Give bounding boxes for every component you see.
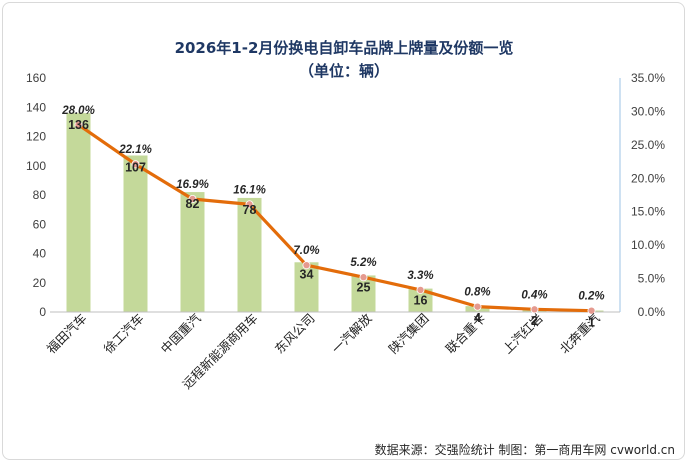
y-right-tick-label: 30.0% xyxy=(631,104,665,118)
share-marker-7 xyxy=(416,285,425,294)
y-left-tick-label: 40 xyxy=(33,247,47,261)
share-value-label: 28.0% xyxy=(61,105,95,117)
chart-title: 2026年1-2月份换电自卸车品牌上牌量及份额一览 xyxy=(175,39,514,57)
y-right-tick-label: 25.0% xyxy=(631,138,665,152)
y-left-tick-label: 60 xyxy=(33,217,47,231)
bar-value-label: 107 xyxy=(125,161,146,175)
category-label: 联合重卡 xyxy=(443,311,489,357)
bar-1 xyxy=(66,113,91,312)
bar-5 xyxy=(294,262,319,312)
chart-subtitle: （单位：辆） xyxy=(299,62,389,80)
share-value-label: 5.2% xyxy=(350,257,376,269)
share-line xyxy=(76,123,594,313)
category-label: 陕汽集团 xyxy=(386,311,432,357)
category-label: 徐工汽车 xyxy=(101,311,147,357)
y-left-tick-label: 160 xyxy=(26,71,46,85)
share-value-label: 0.8% xyxy=(464,287,490,299)
category-label: 一汽解放 xyxy=(329,310,375,356)
bar-value-label: 2 xyxy=(531,314,538,328)
share-marker-10 xyxy=(587,306,596,315)
bar-6 xyxy=(351,275,376,312)
category-label: 福田汽车 xyxy=(44,311,90,357)
share-value-label: 7.0% xyxy=(293,245,319,257)
share-marker-9 xyxy=(530,305,539,314)
y-left-tick-label: 100 xyxy=(26,159,46,173)
share-value-label: 22.1% xyxy=(118,144,152,156)
bar-value-label: 1 xyxy=(588,316,595,330)
share-marker-1 xyxy=(74,120,83,129)
plot-area: 0 20 40 60 80 100 120 140 160 0.0% 5.0% 10.0% 15.0% 2… xyxy=(26,71,665,392)
y-right-tick-label: 20.0% xyxy=(631,171,665,185)
bar-2 xyxy=(123,155,148,312)
chart-frame xyxy=(2,2,685,460)
bar-value-label: 82 xyxy=(186,197,200,211)
bar-7 xyxy=(408,288,433,312)
share-value-label: 0.4% xyxy=(521,289,547,301)
y-right-tick-label: 0.0% xyxy=(638,305,666,319)
share-marker-4 xyxy=(245,200,254,209)
category-label: 中国重汽 xyxy=(158,310,204,356)
y-right-tick-label: 10.0% xyxy=(631,238,665,252)
bar-value-label: 16 xyxy=(414,294,428,308)
y-left-tick-label: 0 xyxy=(39,305,46,319)
category-label: 东风公司 xyxy=(272,311,318,357)
bar-value-label: 25 xyxy=(357,280,371,294)
bar-value-label: 136 xyxy=(68,118,89,132)
share-marker-2 xyxy=(131,160,140,169)
y-left-tick-label: 80 xyxy=(33,188,47,202)
category-label: 上汽红岩 xyxy=(500,311,546,357)
bar-value-label: 78 xyxy=(243,203,257,217)
y-right-tick-label: 5.0% xyxy=(638,272,666,286)
category-label: 北奔重汽 xyxy=(557,310,603,356)
share-value-label: 0.2% xyxy=(578,291,604,303)
bar-3 xyxy=(180,192,205,312)
y-right-tick-label: 35.0% xyxy=(631,71,665,85)
source-note: 数据来源：交强险统计 制图：第一商用车网 cvworld.cn xyxy=(375,442,675,457)
bar-value-label: 34 xyxy=(300,267,314,281)
y-left-tick-label: 140 xyxy=(26,100,46,114)
bar-value-label: 4 xyxy=(474,311,481,325)
share-value-label: 3.3% xyxy=(407,270,433,282)
share-marker-3 xyxy=(188,195,197,204)
y-left-tick-label: 120 xyxy=(26,130,46,144)
share-marker-6 xyxy=(359,273,368,282)
share-marker-8 xyxy=(473,302,482,311)
share-value-label: 16.1% xyxy=(233,184,266,196)
y-right-tick-label: 15.0% xyxy=(631,205,665,219)
y-left-tick-label: 20 xyxy=(33,276,47,290)
share-value-label: 16.9% xyxy=(176,179,209,191)
share-marker-5 xyxy=(302,261,311,270)
bar-4 xyxy=(237,197,262,312)
